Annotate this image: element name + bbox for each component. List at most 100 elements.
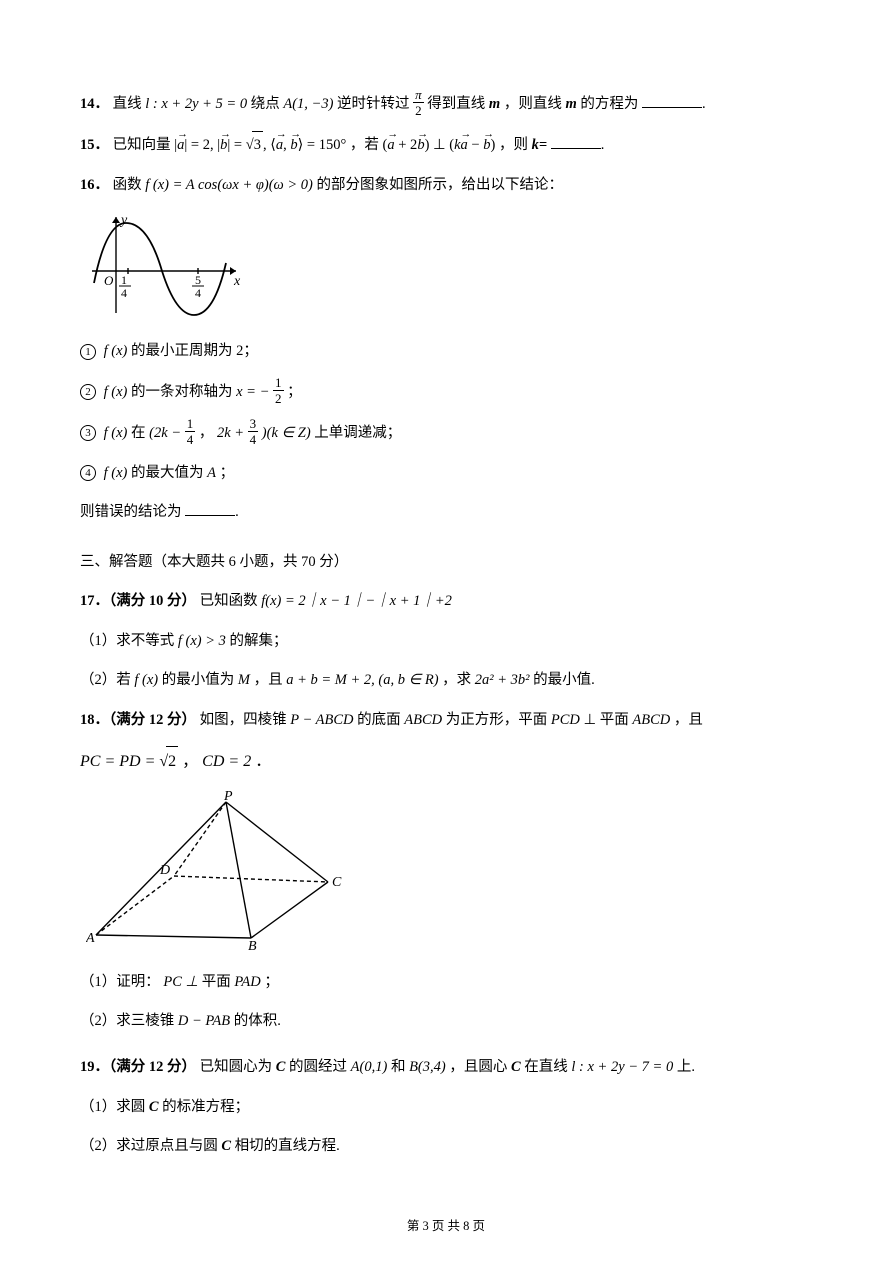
answer-blank[interactable] [551, 135, 601, 150]
ptA: A(0,1) [351, 1059, 388, 1075]
text: 已知函数 [200, 593, 258, 609]
text: 的方程为 [580, 96, 638, 112]
qnum: 14． [80, 96, 109, 112]
angle: ⟨a, b⟩ = 150° [270, 137, 346, 153]
text: 和 [391, 1059, 406, 1075]
text: 已知圆心为 [200, 1059, 273, 1075]
dot: . [601, 137, 605, 153]
text: ； [264, 974, 279, 990]
question-16: 16． 函数 f (x) = A cos(ωx + φ)(ω > 0) 的部分图… [80, 172, 812, 200]
q16-tail: 则错误的结论为 . [80, 499, 812, 527]
text: ， [182, 753, 198, 770]
circled-icon: 2 [80, 384, 96, 400]
text: 如图，四棱锥 [200, 712, 287, 728]
fx: f (x) [104, 383, 128, 399]
ineq: f (x) > 3 [178, 633, 226, 649]
interval: 2k + [217, 424, 244, 440]
text: （2）求三棱锥 [80, 1013, 174, 1029]
text: 得到直线 [427, 96, 485, 112]
text: 的圆经过 [289, 1059, 347, 1075]
svg-text:D: D [159, 863, 170, 878]
question-14: 14． 直线 l : x + 2y + 5 = 0 绕点 A(1, −3) 逆时… [80, 90, 812, 119]
page-footer: 第 3 页 共 8 页 [0, 1215, 892, 1234]
qnum: 17． [80, 593, 109, 609]
text: 的最小值为 [162, 672, 235, 688]
perp: (a + 2b) ⊥ (ka − b) [383, 137, 496, 153]
C: C [276, 1059, 286, 1075]
text: 直线 [113, 96, 142, 112]
svg-text:O: O [104, 273, 114, 288]
conclusion-2: 2 f (x) 的一条对称轴为 x = − 12 ； [80, 378, 812, 407]
eq: l : x + 2y + 5 = 0 [145, 96, 247, 112]
pyr: P − ABCD [290, 712, 353, 728]
base: ABCD [404, 712, 442, 728]
answer-blank[interactable] [185, 502, 235, 517]
kvar: k= [532, 137, 548, 153]
text: 的部分图象如图所示，给出以下结论： [317, 177, 564, 193]
text: 在 [131, 424, 146, 440]
hdr: （满分 12 分） [109, 1059, 196, 1075]
text: 的最小值. [533, 672, 595, 688]
cd: CD = 2 [202, 753, 251, 770]
text: 绕点 [251, 96, 280, 112]
fx: f(x) = 2｜x − 1｜−｜x + 1｜+2 [261, 593, 452, 609]
svg-text:C: C [332, 875, 342, 890]
svg-text:A: A [86, 931, 95, 946]
text: ，且 [674, 712, 703, 728]
abs-b: |b| = √3, [217, 137, 270, 153]
text: ； [220, 465, 235, 481]
text: （1）求圆 [80, 1099, 145, 1115]
hdr: （满分 10 分） [109, 593, 196, 609]
text: 函数 [113, 177, 142, 193]
fx: f (x) [104, 465, 128, 481]
sqrt-icon: √2 [159, 746, 178, 777]
eq: a + b = M + 2, (a, b ∈ R) [286, 672, 438, 688]
point-a: A(1, −3) [283, 96, 333, 112]
q18-p1: （1）证明： PC ⊥ 平面 PAD ； [80, 969, 812, 997]
var-m: m [489, 96, 500, 112]
dpab: D − PAB [178, 1013, 230, 1029]
question-19: 19．（满分 12 分） 已知圆心为 C 的圆经过 A(0,1) 和 B(3,4… [80, 1054, 812, 1082]
ptB: B(3,4) [409, 1059, 446, 1075]
text: （1）求不等式 [80, 633, 174, 649]
text: 相切的直线方程. [235, 1138, 340, 1154]
interval: (2k − [149, 424, 181, 440]
fx: f (x) [104, 343, 128, 359]
C: C [511, 1059, 521, 1075]
A: A [207, 465, 216, 481]
qnum: 18． [80, 712, 109, 728]
text: 的底面 [357, 712, 401, 728]
C: C [221, 1138, 231, 1154]
qnum: 16． [80, 177, 109, 193]
dot: . [702, 96, 706, 112]
circled-icon: 3 [80, 425, 96, 441]
var-m: m [565, 96, 576, 112]
conclusion-3: 3 f (x) 在 (2k − 14 ， 2k + 34 )(k ∈ Z) 上单… [80, 419, 812, 448]
text: 的标准方程； [162, 1099, 249, 1115]
line: l : x + 2y − 7 = 0 [571, 1059, 673, 1075]
svg-text:4: 4 [195, 286, 201, 300]
conclusion-4: 4 f (x) 的最大值为 A ； [80, 460, 812, 488]
section-3-header: 三、解答题（本大题共 6 小题，共 70 分） [80, 549, 812, 577]
text: 的最大值为 [131, 465, 204, 481]
text: ，且圆心 [449, 1059, 507, 1075]
qnum: 19． [80, 1059, 109, 1075]
svg-text:B: B [248, 939, 257, 950]
abs-a: |a| = 2, [174, 137, 217, 153]
sine-graph: y x O 1 4 5 4 [86, 211, 812, 324]
answer-blank[interactable] [642, 93, 702, 108]
pc: PC ⊥ [163, 974, 201, 990]
fraction: 14 [185, 417, 196, 446]
pad: PAD [234, 974, 260, 990]
fx: f (x) [104, 424, 128, 440]
expr: 2a² + 3b² [475, 672, 530, 688]
svg-text:x: x [233, 274, 241, 289]
text: ，则 [499, 137, 528, 153]
svg-text:P: P [223, 790, 233, 804]
q17-p1: （1）求不等式 f (x) > 3 的解集； [80, 628, 812, 656]
eq: PC = PD = [80, 753, 159, 770]
text: （2）求过原点且与圆 [80, 1138, 218, 1154]
q18-p2: （2）求三棱锥 D − PAB 的体积. [80, 1008, 812, 1036]
text: 为正方形，平面 [446, 712, 548, 728]
text: 则错误的结论为 [80, 504, 182, 520]
